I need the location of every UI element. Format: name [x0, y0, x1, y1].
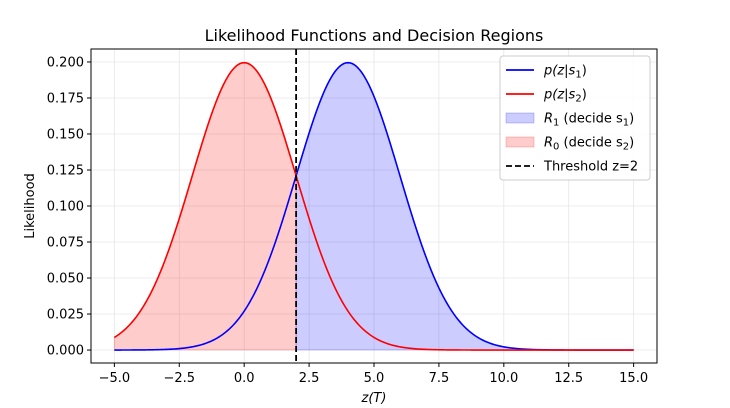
y-tick-label: 0.100: [47, 200, 84, 215]
x-tick-label: 10.0: [489, 371, 518, 386]
legend-label: R0 (decide s2): [544, 136, 634, 153]
y-tick-label: 0.125: [47, 163, 84, 178]
legend-label: p(z|s1): [543, 64, 587, 81]
legend-label: R1 (decide s1): [544, 112, 634, 129]
y-tick-label: 0.075: [47, 236, 84, 251]
y-tick-label: 0.175: [47, 91, 84, 106]
y-axis: 0.000 0.025 0.050 0.075 0.100 0.125 0.150 0.175…: [47, 55, 91, 359]
x-tick-label: −5.0: [99, 371, 131, 386]
x-tick-label: −2.5: [163, 371, 195, 386]
x-axis: −5.0 −2.5 0.0 2.5 5.0 7.5 10.0 12.5 15.0: [99, 363, 648, 386]
legend: p(z|s1) p(z|s2) R1 (decide s1) R0 (decide s…: [499, 55, 651, 181]
x-axis-label: z(T): [361, 391, 387, 406]
chart-title: Likelihood Functions and Decision Region…: [205, 26, 544, 45]
x-tick-label: 2.5: [299, 371, 320, 386]
legend-label: Threshold z=2: [543, 160, 638, 175]
x-tick-label: 12.5: [554, 371, 583, 386]
y-tick-label: 0.150: [47, 127, 84, 142]
y-axis-label: Likelihood: [23, 173, 38, 239]
legend-box: [499, 55, 651, 181]
legend-swatch: [505, 136, 535, 148]
legend-label: p(z|s2): [543, 88, 587, 105]
x-tick-label: 15.0: [619, 371, 648, 386]
y-tick-label: 0.025: [47, 308, 84, 323]
x-tick-label: 0.0: [234, 371, 255, 386]
legend-swatch: [505, 112, 535, 124]
y-tick-label: 0.200: [47, 55, 84, 70]
likelihood-curves: [113, 61, 634, 351]
x-tick-label: 5.0: [364, 371, 385, 386]
y-tick-label: 0.000: [47, 344, 84, 359]
series-line: [113, 61, 634, 351]
x-tick-label: 7.5: [429, 371, 450, 386]
y-tick-label: 0.050: [47, 272, 84, 287]
